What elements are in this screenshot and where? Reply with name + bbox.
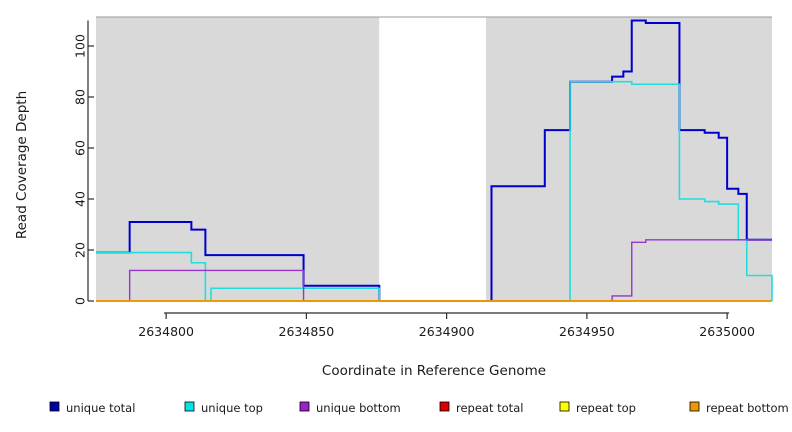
legend-swatch-icon bbox=[689, 401, 700, 412]
legend-item-repeat-bottom[interactable]: repeat bottom bbox=[689, 401, 789, 415]
y-tick-label: 40 bbox=[73, 191, 88, 207]
x-tick-labels: 2634800 2634850 2634900 2634950 2635000 bbox=[138, 324, 755, 339]
y-tick-label: 60 bbox=[73, 140, 88, 156]
y-tick-label: 0 bbox=[73, 297, 88, 305]
x-tick-label: 2634950 bbox=[559, 324, 615, 339]
legend-label: unique bottom bbox=[316, 401, 401, 415]
legend-item-repeat-top[interactable]: repeat top bbox=[559, 401, 636, 415]
x-tick-label: 2635000 bbox=[699, 324, 755, 339]
x-tick-label: 2634850 bbox=[279, 324, 335, 339]
y-axis-title: Read Coverage Depth bbox=[14, 91, 30, 239]
legend-item-repeat-total[interactable]: repeat total bbox=[439, 401, 523, 415]
legend-swatch-icon bbox=[184, 401, 195, 412]
legend-swatch-icon bbox=[49, 401, 60, 412]
series-line-unique-total bbox=[96, 19, 772, 302]
legend-label: repeat bottom bbox=[706, 401, 789, 415]
y-tick-label: 20 bbox=[73, 242, 88, 258]
legend-item-unique-top[interactable]: unique top bbox=[184, 401, 263, 415]
x-tick-label: 2634900 bbox=[419, 324, 475, 339]
series-group bbox=[96, 19, 773, 302]
legend-swatch-icon bbox=[299, 401, 310, 412]
legend-label: unique top bbox=[201, 401, 263, 415]
legend-label: repeat top bbox=[576, 401, 636, 415]
legend-item-unique-bottom[interactable]: unique bottom bbox=[299, 401, 401, 415]
legend-label: repeat total bbox=[456, 401, 523, 415]
legend-item-unique-total[interactable]: unique total bbox=[49, 401, 135, 415]
legend-swatch-icon bbox=[559, 401, 570, 412]
plot-background-right bbox=[485, 17, 772, 301]
legend-label: unique total bbox=[66, 401, 135, 415]
y-tick-label: 100 bbox=[73, 34, 88, 58]
y-tick-labels: 0 20 40 60 80 100 bbox=[73, 34, 88, 305]
plot-background-gap bbox=[379, 17, 486, 301]
chart-legend: unique total unique top unique bottom repea… bbox=[49, 401, 789, 415]
x-axis-title: Coordinate in Reference Genome bbox=[322, 363, 546, 379]
plot-background-group bbox=[96, 16, 772, 301]
legend-swatch-icon bbox=[439, 401, 450, 412]
x-tick-label: 2634800 bbox=[138, 324, 194, 339]
y-tick-label: 80 bbox=[73, 89, 88, 105]
plot-background-left bbox=[96, 17, 380, 301]
axis-group bbox=[87, 20, 730, 319]
